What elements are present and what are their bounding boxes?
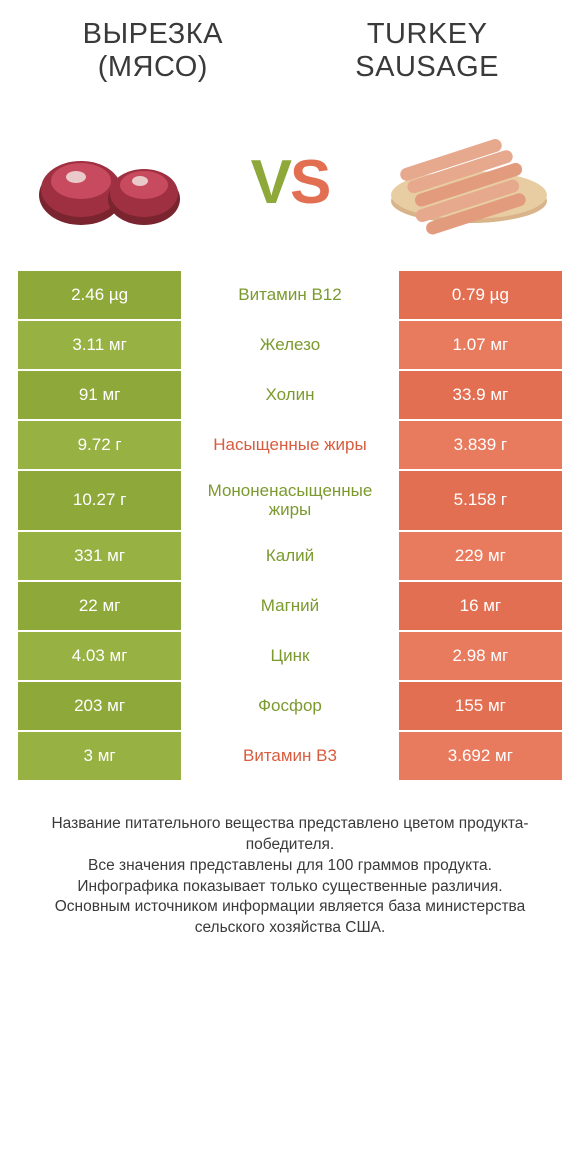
right-value: 16 мг bbox=[399, 582, 562, 630]
versus-row: VS bbox=[18, 95, 562, 271]
title-row: ВЫРЕЗКА (МЯСО) TURKEY SAUSAGE bbox=[18, 18, 562, 95]
right-value: 2.98 мг bbox=[399, 632, 562, 680]
footer-line: Название питательного вещества представл… bbox=[26, 814, 554, 856]
nutrient-label: Насыщенные жиры bbox=[181, 421, 399, 469]
table-row: 4.03 мгЦинк2.98 мг bbox=[18, 630, 562, 680]
table-row: 3.11 мгЖелезо1.07 мг bbox=[18, 319, 562, 369]
nutrient-label: Витамин B3 bbox=[181, 732, 399, 780]
nutrient-table: 2.46 µgВитамин B120.79 µg3.11 мгЖелезо1.… bbox=[18, 271, 562, 780]
footer-line: Все значения представлены для 100 граммо… bbox=[26, 856, 554, 877]
nutrient-label: Калий bbox=[181, 532, 399, 580]
left-value: 3 мг bbox=[18, 732, 181, 780]
nutrient-label: Магний bbox=[181, 582, 399, 630]
right-value: 3.692 мг bbox=[399, 732, 562, 780]
table-row: 9.72 гНасыщенные жиры3.839 г bbox=[18, 419, 562, 469]
table-row: 203 мгФосфор155 мг bbox=[18, 680, 562, 730]
left-value: 3.11 мг bbox=[18, 321, 181, 369]
left-value: 91 мг bbox=[18, 371, 181, 419]
left-value: 4.03 мг bbox=[18, 632, 181, 680]
nutrient-label: Мононенасыщенные жиры bbox=[181, 471, 399, 530]
right-value: 33.9 мг bbox=[399, 371, 562, 419]
right-value: 3.839 г bbox=[399, 421, 562, 469]
footer-line: Инфографика показывает только существенн… bbox=[26, 877, 554, 898]
nutrient-label: Цинк bbox=[181, 632, 399, 680]
footer-notes: Название питательного вещества представл… bbox=[18, 780, 562, 940]
table-row: 22 мгМагний16 мг bbox=[18, 580, 562, 630]
right-value: 5.158 г bbox=[399, 471, 562, 530]
left-product-title: ВЫРЕЗКА (МЯСО) bbox=[36, 18, 270, 85]
table-row: 2.46 µgВитамин B120.79 µg bbox=[18, 271, 562, 319]
left-value: 331 мг bbox=[18, 532, 181, 580]
nutrient-label: Холин bbox=[181, 371, 399, 419]
table-row: 331 мгКалий229 мг bbox=[18, 530, 562, 580]
right-product-image bbox=[374, 123, 554, 243]
right-value: 155 мг bbox=[399, 682, 562, 730]
tenderloin-icon bbox=[26, 123, 206, 243]
infographic-container: ВЫРЕЗКА (МЯСО) TURKEY SAUSAGE VS bbox=[0, 0, 580, 951]
table-row: 10.27 гМононенасыщенные жиры5.158 г bbox=[18, 469, 562, 530]
vs-label: VS bbox=[251, 147, 330, 218]
left-value: 9.72 г bbox=[18, 421, 181, 469]
footer-line: Основным источником информации является … bbox=[26, 897, 554, 939]
right-value: 1.07 мг bbox=[399, 321, 562, 369]
nutrient-label: Фосфор bbox=[181, 682, 399, 730]
left-value: 22 мг bbox=[18, 582, 181, 630]
left-value: 2.46 µg bbox=[18, 271, 181, 319]
sausage-icon bbox=[374, 123, 554, 243]
right-value: 0.79 µg bbox=[399, 271, 562, 319]
vs-letter-v: V bbox=[251, 148, 290, 217]
right-value: 229 мг bbox=[399, 532, 562, 580]
vs-letter-s: S bbox=[290, 148, 329, 217]
table-row: 91 мгХолин33.9 мг bbox=[18, 369, 562, 419]
left-value: 203 мг bbox=[18, 682, 181, 730]
nutrient-label: Витамин B12 bbox=[181, 271, 399, 319]
left-product-image bbox=[26, 123, 206, 243]
table-row: 3 мгВитамин B33.692 мг bbox=[18, 730, 562, 780]
nutrient-label: Железо bbox=[181, 321, 399, 369]
left-value: 10.27 г bbox=[18, 471, 181, 530]
right-product-title: TURKEY SAUSAGE bbox=[310, 18, 544, 85]
